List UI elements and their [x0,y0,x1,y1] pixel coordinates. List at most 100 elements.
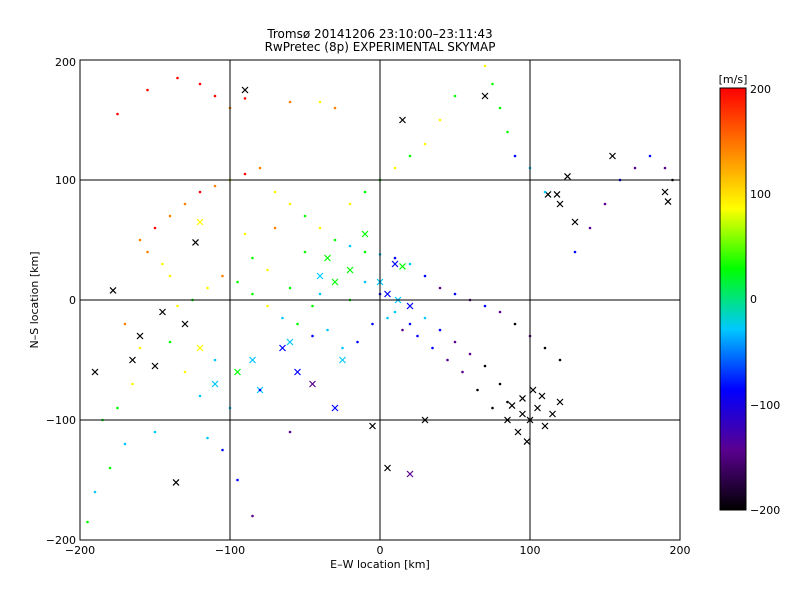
colorbar-tick-label: 200 [750,83,771,96]
data-point-dot [206,286,209,290]
data-point-x [514,428,522,436]
data-point-dot [236,478,239,482]
colorbar-tick-label: 0 [750,293,757,306]
data-point-dot [161,262,164,266]
y-axis-ticks: −200 −100 0 100 200 [46,56,76,547]
data-point-x [91,368,99,376]
data-point-x [529,386,537,394]
data-point-dot [491,82,494,86]
data-point-x [331,404,339,412]
x-tick-label: −200 [65,544,95,557]
y-tick-label: −200 [46,534,76,547]
data-point-dot [86,520,89,524]
data-point-dot [318,292,322,296]
data-point-dot [236,280,239,284]
data-point-dot [206,436,209,440]
data-point-dot [663,166,667,170]
data-point-x [519,394,526,402]
data-point-x [196,218,204,226]
data-point-dot [498,382,502,386]
data-point-x [279,344,286,352]
data-point-dot [258,388,262,392]
data-point-dot [476,388,479,392]
data-point-x [508,402,516,410]
data-point-dot [453,340,457,344]
data-point-x [211,380,219,388]
data-point-dot [266,304,269,308]
data-point-dot [153,430,157,434]
data-point-x [481,92,489,100]
colorbar-tick-label: −100 [750,399,780,412]
data-point-dot [288,286,292,290]
data-point-dot [108,466,112,470]
data-point-x [534,404,541,412]
data-point-dot [393,166,397,170]
data-point-dot [423,316,427,320]
data-point-dot [543,190,547,194]
data-point-dot [423,142,427,146]
data-point-dot [408,322,412,326]
x-axis-ticks: −200 −100 0 100 200 [65,544,691,557]
data-point-dot [183,370,187,374]
data-point-x [384,290,391,298]
data-point-x [406,302,414,310]
colorbar-tick-label: 100 [750,188,771,201]
data-point-x [661,188,669,196]
data-point-dot [303,214,307,218]
data-point-x [346,266,354,274]
data-point-dot [348,244,352,248]
data-point-dot [416,334,419,338]
data-point-dot [183,202,187,206]
data-point-x [609,152,616,160]
data-point-x [309,380,316,388]
data-point-dot [363,280,367,284]
data-point-dot [341,346,344,350]
data-point-x [196,344,204,352]
data-point-dot [461,370,464,374]
data-point-dot [288,202,292,206]
data-point-dot [153,226,157,230]
data-point-x [399,116,406,124]
data-point-dot [198,190,202,194]
data-point-x [129,356,136,364]
data-point-dot [288,430,292,434]
data-point-dot [431,346,434,350]
data-point-x [136,332,144,340]
data-point-x [369,422,376,430]
data-point-dot [498,310,502,314]
data-point-x [172,478,180,486]
data-point-dot [468,352,472,356]
data-point-dot [273,190,277,194]
data-point-x [519,410,526,418]
data-point-dot [498,106,502,110]
data-point-dot [243,97,247,100]
colorbar-label: [m/s] [719,73,748,86]
data-point-x [286,338,294,346]
data-point-x [564,172,571,180]
data-point-dot [453,94,457,98]
data-point-dot [251,514,254,518]
data-point-x [384,464,391,472]
data-point-dot [311,334,314,338]
data-point-dot [296,322,299,326]
data-point-dot [513,322,517,326]
y-axis-label: N–S location [km] [28,251,41,348]
x-tick-label: 200 [670,544,691,557]
data-point-x [571,218,579,226]
data-point-x [159,308,166,316]
x-axis-label: E–W location [km] [330,558,430,571]
data-point-dot [438,286,442,290]
data-point-dot [491,406,494,410]
data-point-dot [258,166,262,170]
data-point-dot [333,106,337,110]
y-tick-label: 200 [55,56,76,69]
data-point-dot [288,100,292,104]
data-point-x [399,262,406,270]
data-point-dot [506,400,509,404]
data-point-dot [318,226,322,230]
data-point-x [406,470,414,478]
data-point-dot [356,340,359,344]
data-point-dot [363,190,367,194]
data-point-dot [423,274,427,278]
data-point-x [234,368,241,376]
